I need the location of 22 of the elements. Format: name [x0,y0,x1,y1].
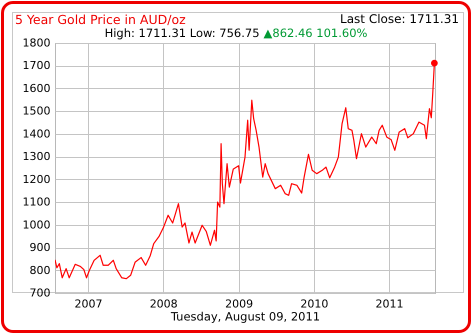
x-tick-label: 2009 [225,298,254,310]
y-tick-label: 800 [30,264,50,277]
y-tick-label: 1600 [22,82,50,95]
y-tick-label: 900 [30,241,50,254]
chart-title: 5 Year Gold Price in AUD/oz [15,12,186,27]
y-tick-label: 1100 [22,196,50,209]
chart-subtitle: High: 1711.31 Low: 756.75 [104,26,260,40]
text: Last Close: 1711.31 [340,12,459,26]
x-tick-label: 2007 [74,298,102,310]
text: ▲862.46 101.60% [264,26,368,40]
y-tick-label: 1300 [22,150,50,164]
x-tick-label: 2011 [376,298,404,310]
y-tick-label: 700 [30,286,50,300]
y-tick-label: 1800 [22,36,50,50]
x-tick-label: 2008 [150,298,178,310]
y-tick-label: 1200 [22,172,50,186]
x-tick-label: 2010 [300,298,328,310]
y-tick-label: 1700 [22,59,50,72]
y-tick-label: 1000 [22,218,50,232]
y-tick-label: 1500 [22,104,50,118]
y-tick-label: 1400 [22,127,50,140]
x-axis-title: Tuesday, August 09, 2011 [170,310,320,324]
